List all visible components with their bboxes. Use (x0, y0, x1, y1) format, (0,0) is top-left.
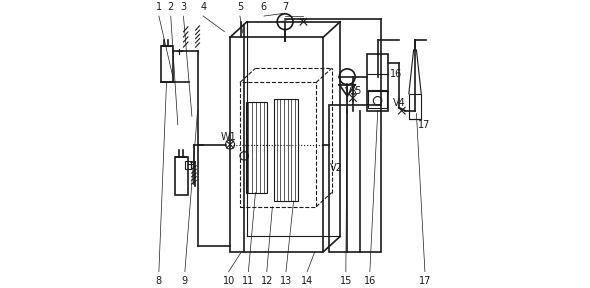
Text: 4: 4 (200, 2, 206, 12)
Bar (274, 99, 298, 201)
Text: 15: 15 (340, 276, 352, 286)
Text: V2: V2 (330, 163, 343, 173)
Text: 13: 13 (280, 276, 292, 286)
Bar (409, 94, 421, 119)
Text: 3: 3 (181, 2, 186, 12)
Bar (185, 162, 191, 168)
Bar (161, 46, 173, 82)
Text: 15: 15 (350, 86, 362, 96)
Bar (230, 37, 323, 252)
Text: 17: 17 (418, 120, 430, 130)
Bar (175, 157, 188, 195)
Text: 11: 11 (242, 276, 254, 286)
Bar (367, 54, 388, 111)
Text: 6: 6 (261, 2, 267, 12)
Text: 16: 16 (389, 69, 402, 79)
Text: 16: 16 (363, 276, 376, 286)
Text: 2: 2 (168, 2, 174, 12)
Text: V4: V4 (394, 98, 406, 108)
Text: 14: 14 (301, 276, 313, 286)
Text: 5: 5 (237, 2, 243, 12)
Text: 9: 9 (182, 276, 188, 286)
Bar (240, 82, 316, 207)
Text: 17: 17 (419, 276, 431, 286)
Bar (245, 102, 267, 193)
Text: V3: V3 (345, 87, 358, 97)
Text: 10: 10 (222, 276, 235, 286)
Text: 7: 7 (282, 2, 289, 12)
Text: 1: 1 (156, 2, 162, 12)
Bar (368, 90, 387, 108)
Text: 12: 12 (261, 276, 273, 286)
Bar (329, 105, 381, 252)
Text: 8: 8 (156, 276, 162, 286)
Text: W1: W1 (221, 132, 237, 142)
